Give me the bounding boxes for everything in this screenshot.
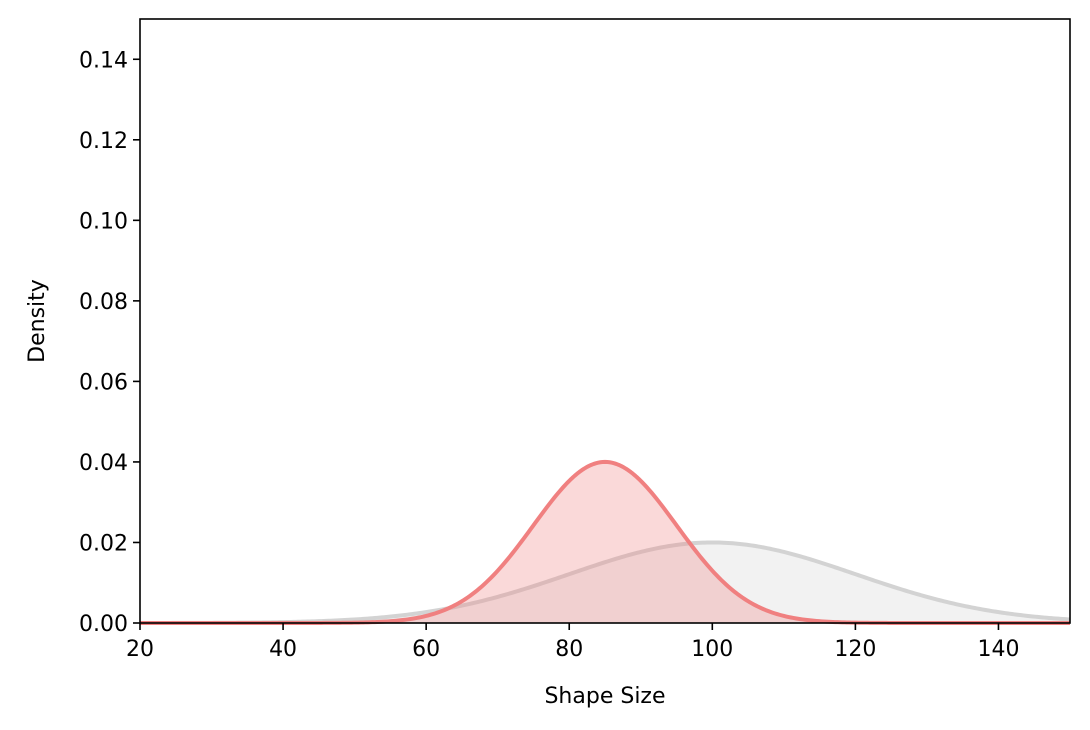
- series-layer: [140, 459, 1071, 625]
- x-tick-label: 60: [412, 637, 440, 662]
- y-tick-label: 0.00: [79, 612, 128, 637]
- x-tick-label: 100: [691, 637, 733, 662]
- x-axis-label: Shape Size: [544, 684, 665, 709]
- y-tick-label: 0.04: [79, 451, 128, 476]
- density-area-2: [140, 461, 1070, 623]
- y-tick-label: 0.02: [79, 531, 128, 556]
- y-tick-label: 0.14: [79, 48, 128, 73]
- y-axis-label: Density: [25, 279, 50, 363]
- y-tick-label: 0.08: [79, 290, 128, 315]
- density-area-1: [140, 542, 1070, 623]
- y-axis-ticks: 0.00 0.02 0.04 0.06 0.08 0.10 0.12 0.14: [79, 48, 140, 637]
- x-axis-ticks: 20 40 60 80 100 120 140: [126, 623, 1019, 662]
- y-tick-label: 0.06: [79, 370, 128, 395]
- y-tick-label: 0.12: [79, 129, 128, 154]
- x-tick-label: 140: [977, 637, 1019, 662]
- x-tick-label: 80: [555, 637, 583, 662]
- x-tick-label: 40: [269, 637, 297, 662]
- x-tick-label: 120: [834, 637, 876, 662]
- x-tick-label: 20: [126, 637, 154, 662]
- y-tick-label: 0.10: [79, 209, 128, 234]
- plot-frame: [139, 18, 1071, 624]
